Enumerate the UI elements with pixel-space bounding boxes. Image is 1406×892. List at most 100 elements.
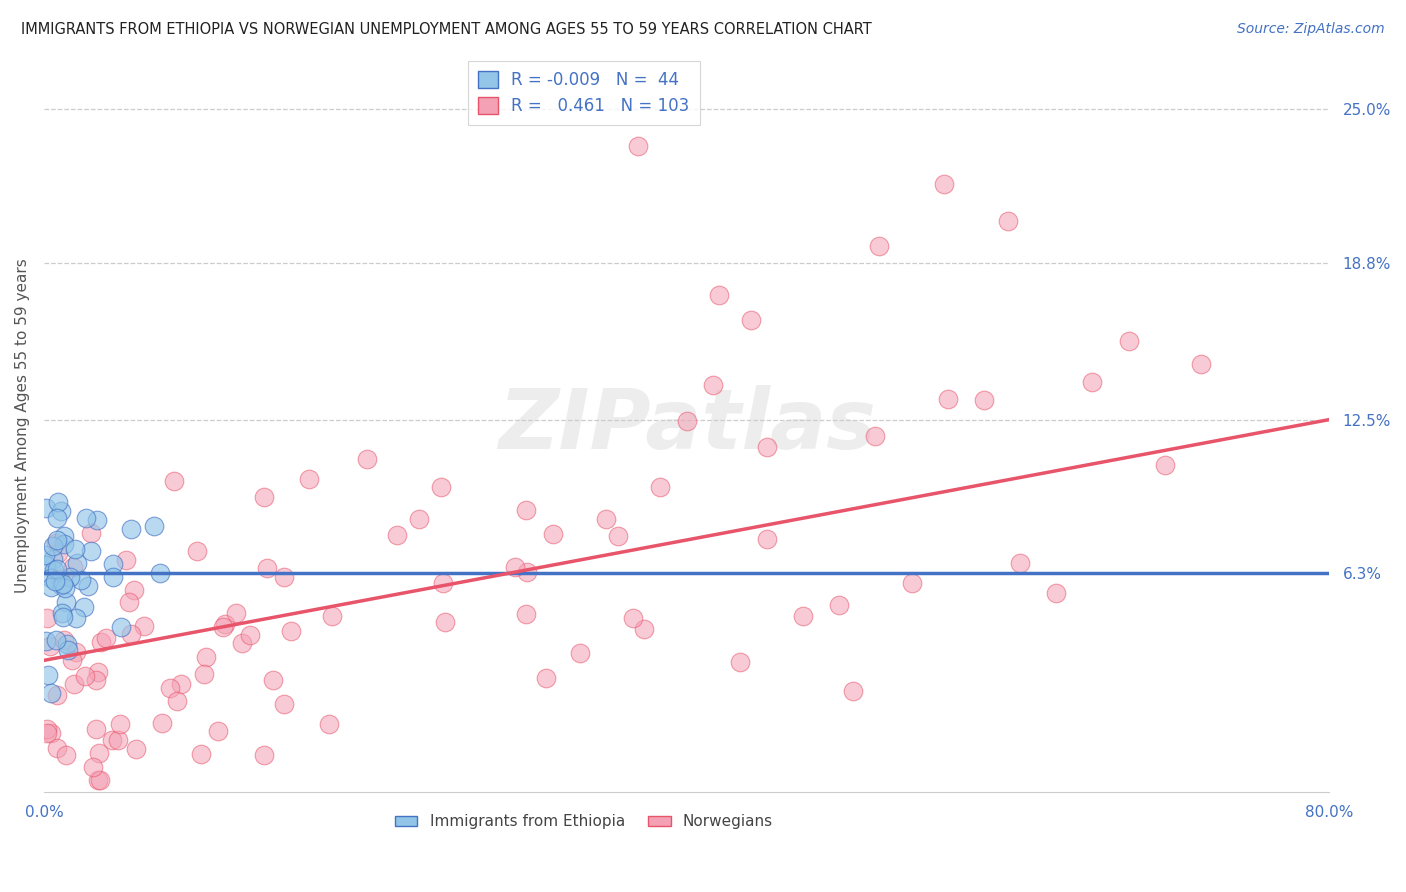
Point	[66, 557, 89, 571]
Point	[503, 560, 526, 574]
Point	[132, 619, 155, 633]
Point	[65, 645, 87, 659]
Point	[1189, 358, 1212, 372]
Point	[186, 544, 208, 558]
Point	[125, 742, 148, 756]
Point	[193, 666, 215, 681]
Point	[80, 544, 103, 558]
Point	[52, 577, 75, 591]
Point	[53, 529, 76, 543]
Point	[41, 580, 63, 594]
Point	[44, 574, 66, 589]
Point	[46, 495, 69, 509]
Point	[900, 576, 922, 591]
Y-axis label: Unemployment Among Ages 55 to 59 years: Unemployment Among Ages 55 to 59 years	[15, 259, 30, 593]
Point	[42, 563, 65, 577]
Point	[595, 512, 617, 526]
Point	[101, 732, 124, 747]
Point	[55, 594, 77, 608]
Point	[52, 610, 75, 624]
Point	[37, 723, 59, 737]
Point	[1045, 586, 1067, 600]
Point	[49, 504, 72, 518]
Point	[997, 214, 1019, 228]
Point	[76, 579, 98, 593]
Point	[149, 566, 172, 581]
Point	[120, 522, 142, 536]
Point	[932, 177, 955, 191]
Point	[103, 570, 125, 584]
Point	[143, 519, 166, 533]
Point	[356, 452, 378, 467]
Point	[621, 611, 644, 625]
Point	[115, 553, 138, 567]
Point	[46, 533, 69, 548]
Point	[44, 536, 66, 550]
Point	[84, 673, 107, 688]
Point	[252, 747, 274, 762]
Point	[73, 669, 96, 683]
Point	[430, 480, 453, 494]
Point	[35, 500, 58, 515]
Point	[225, 607, 247, 621]
Point	[35, 558, 58, 572]
Point	[865, 429, 887, 443]
Point	[159, 681, 181, 695]
Point	[65, 611, 87, 625]
Point	[48, 545, 70, 559]
Point	[633, 623, 655, 637]
Point	[936, 392, 959, 407]
Point	[37, 725, 59, 739]
Point	[211, 620, 233, 634]
Point	[60, 653, 83, 667]
Point	[792, 609, 814, 624]
Point	[86, 513, 108, 527]
Point	[256, 560, 278, 574]
Point	[34, 548, 56, 562]
Point	[70, 573, 93, 587]
Point	[51, 578, 73, 592]
Point	[534, 671, 557, 685]
Point	[190, 747, 212, 762]
Point	[51, 606, 73, 620]
Point	[515, 502, 537, 516]
Point	[108, 716, 131, 731]
Point	[45, 632, 67, 647]
Point	[52, 537, 75, 551]
Point	[118, 595, 141, 609]
Point	[58, 643, 80, 657]
Point	[869, 239, 891, 253]
Point	[39, 571, 62, 585]
Point	[75, 510, 97, 524]
Point	[107, 733, 129, 747]
Point	[756, 533, 779, 547]
Point	[433, 615, 456, 629]
Point	[607, 529, 630, 543]
Point	[166, 694, 188, 708]
Point	[96, 632, 118, 646]
Legend: Immigrants from Ethiopia, Norwegians: Immigrants from Ethiopia, Norwegians	[388, 808, 779, 836]
Point	[828, 598, 851, 612]
Point	[195, 650, 218, 665]
Point	[110, 620, 132, 634]
Point	[253, 491, 276, 505]
Point	[46, 562, 69, 576]
Point	[150, 715, 173, 730]
Point	[87, 772, 110, 787]
Point	[756, 441, 779, 455]
Point	[973, 392, 995, 407]
Point	[385, 528, 408, 542]
Point	[82, 760, 104, 774]
Point	[52, 632, 75, 647]
Point	[37, 668, 59, 682]
Point	[318, 716, 340, 731]
Point	[63, 677, 86, 691]
Point	[56, 638, 79, 652]
Point	[627, 139, 650, 153]
Point	[231, 635, 253, 649]
Point	[1081, 375, 1104, 389]
Text: ZIPatlas: ZIPatlas	[498, 385, 876, 467]
Point	[214, 617, 236, 632]
Point	[39, 686, 62, 700]
Point	[37, 611, 59, 625]
